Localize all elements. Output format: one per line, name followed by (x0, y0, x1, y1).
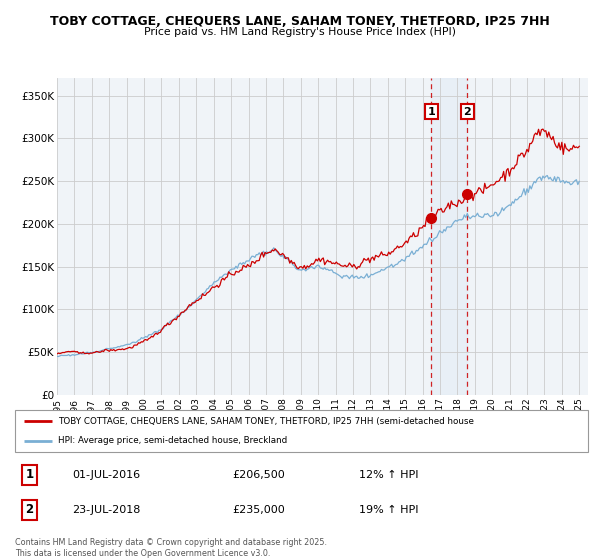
Text: 2: 2 (463, 106, 471, 116)
Text: 1: 1 (427, 106, 435, 116)
Text: Contains HM Land Registry data © Crown copyright and database right 2025.
This d: Contains HM Land Registry data © Crown c… (15, 538, 327, 558)
Text: 01-JUL-2016: 01-JUL-2016 (73, 470, 140, 479)
Text: 23-JUL-2018: 23-JUL-2018 (73, 505, 140, 515)
Text: £235,000: £235,000 (233, 505, 286, 515)
Text: HPI: Average price, semi-detached house, Breckland: HPI: Average price, semi-detached house,… (58, 436, 287, 445)
Text: 12% ↑ HPI: 12% ↑ HPI (359, 470, 418, 479)
Text: Price paid vs. HM Land Registry's House Price Index (HPI): Price paid vs. HM Land Registry's House … (144, 27, 456, 37)
Text: TOBY COTTAGE, CHEQUERS LANE, SAHAM TONEY, THETFORD, IP25 7HH: TOBY COTTAGE, CHEQUERS LANE, SAHAM TONEY… (50, 15, 550, 28)
Text: TOBY COTTAGE, CHEQUERS LANE, SAHAM TONEY, THETFORD, IP25 7HH (semi-detached hous: TOBY COTTAGE, CHEQUERS LANE, SAHAM TONEY… (58, 417, 474, 426)
Text: 2: 2 (25, 503, 34, 516)
Text: £206,500: £206,500 (233, 470, 286, 479)
Text: 1: 1 (25, 468, 34, 481)
Text: 19% ↑ HPI: 19% ↑ HPI (359, 505, 418, 515)
FancyBboxPatch shape (15, 410, 588, 452)
Bar (431, 78, 467, 395)
